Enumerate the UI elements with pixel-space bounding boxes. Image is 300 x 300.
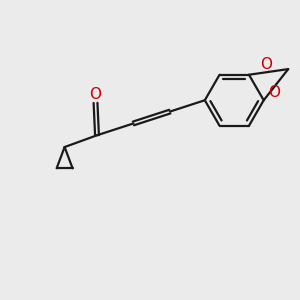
Text: O: O bbox=[268, 85, 280, 100]
Text: O: O bbox=[89, 87, 101, 102]
Text: O: O bbox=[260, 57, 272, 72]
